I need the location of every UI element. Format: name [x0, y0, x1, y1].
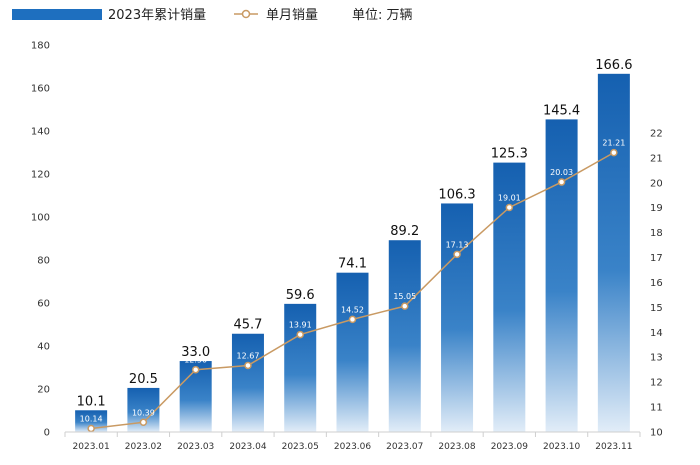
y2-tick-label: 21 [650, 153, 663, 164]
bar-value-label: 125.3 [491, 147, 528, 162]
bar-value-label: 74.1 [338, 257, 367, 272]
x-tick-label: 2023.01 [73, 442, 110, 452]
line-point [505, 203, 514, 212]
line-value-label: 15.05 [393, 292, 416, 301]
bar [545, 119, 578, 432]
bar-value-label: 106.3 [438, 187, 475, 202]
line-value-label: 10.14 [80, 415, 103, 424]
line-value-label: 19.01 [498, 193, 521, 202]
y2-tick-label: 12 [650, 378, 663, 389]
legend: 2023年累计销量 单月销量 单位: 万辆 [12, 8, 413, 23]
x-tick-label: 2023.10 [543, 442, 580, 452]
line-value-label: 17.13 [446, 240, 469, 249]
bar-series: 10.1 20.5 33.0 45.7 59.6 74.1 89.2 106.3 125.3 14… [75, 58, 632, 433]
y2-tick-label: 17 [650, 253, 663, 264]
line-point [191, 365, 200, 374]
y-axis-right: 10 11 12 13 14 15 16 17 18 19 20 21 22 [650, 128, 663, 438]
line-point [296, 330, 304, 339]
y2-tick-label: 20 [650, 178, 663, 189]
y-tick-label: 40 [37, 342, 50, 353]
line-point [139, 418, 148, 427]
line-value-label: 12.50 [184, 356, 207, 365]
bar [597, 73, 630, 432]
y-axis-left: 0 20 40 60 80 100 120 140 160 180 [31, 41, 50, 439]
x-tick-label: 2023.02 [125, 442, 162, 452]
y2-tick-label: 14 [650, 328, 663, 339]
bar-value-label: 59.6 [286, 288, 315, 303]
y-tick-label: 100 [31, 213, 50, 224]
line-value-label: 10.39 [132, 408, 155, 417]
x-tick-label: 2023.04 [229, 442, 266, 452]
y2-tick-label: 10 [650, 428, 663, 439]
x-tick-label: 2023.05 [282, 442, 319, 452]
x-tick-label: 2023.09 [491, 442, 528, 452]
bar-value-label: 45.7 [233, 318, 262, 333]
bar [75, 410, 108, 432]
line-point [610, 148, 618, 157]
x-tick-label: 2023.06 [334, 442, 371, 452]
bar [493, 162, 526, 433]
line-point [87, 424, 95, 433]
bar [441, 203, 474, 432]
legend-line-label: 单月销量 [266, 8, 318, 23]
legend-bar-label: 2023年累计销量 [108, 8, 206, 23]
bar [231, 333, 264, 432]
line-point [401, 302, 409, 310]
bar-value-label: 89.2 [390, 224, 419, 239]
line-value-label: 13.91 [289, 321, 312, 330]
line-point [244, 361, 252, 370]
y2-tick-label: 18 [650, 228, 663, 239]
y2-tick-label: 15 [650, 303, 663, 314]
y-tick-label: 160 [31, 84, 50, 95]
bar [284, 303, 317, 432]
x-tick-label: 2023.11 [595, 442, 632, 452]
y2-tick-label: 19 [650, 203, 663, 214]
line-value-label: 12.67 [237, 351, 260, 360]
bar-value-label: 33.0 [181, 345, 210, 360]
legend-line-marker [241, 9, 251, 19]
y2-tick-label: 16 [650, 278, 663, 289]
line-point [557, 178, 566, 186]
line-series: 10.14 10.39 12.50 12.67 13.91 14.52 15.05 17.13… [80, 139, 625, 433]
line-value-label: 21.21 [602, 139, 625, 148]
y2-tick-label: 22 [650, 128, 663, 139]
y2-tick-label: 11 [650, 403, 663, 414]
line-value-label: 20.03 [550, 168, 573, 177]
bar-value-label: 166.6 [595, 58, 632, 73]
y-tick-label: 120 [31, 170, 50, 181]
line-point [453, 250, 461, 259]
bar [336, 272, 369, 432]
line-value-label: 14.52 [341, 305, 364, 314]
unit-label: 单位: 万辆 [352, 8, 413, 23]
y2-tick-label: 13 [650, 353, 663, 364]
y-tick-label: 20 [37, 385, 50, 396]
bar [388, 240, 421, 432]
y-tick-label: 60 [37, 299, 50, 310]
x-tick-label: 2023.03 [177, 442, 214, 452]
x-axis: 2023.01 2023.02 2023.03 2023.04 2023.05 2023.… [64, 431, 641, 452]
bar-value-label: 10.1 [77, 394, 106, 409]
bar-value-label: 145.4 [543, 103, 580, 118]
x-tick-label: 2023.07 [386, 442, 423, 452]
legend-bar-swatch [12, 9, 102, 20]
line-point [348, 315, 357, 324]
y-tick-label: 80 [37, 256, 50, 267]
y-tick-label: 180 [31, 41, 50, 52]
bar-value-label: 20.5 [129, 372, 158, 387]
y-tick-label: 0 [44, 428, 50, 439]
x-tick-label: 2023.08 [438, 442, 475, 452]
y-tick-label: 140 [31, 127, 50, 138]
